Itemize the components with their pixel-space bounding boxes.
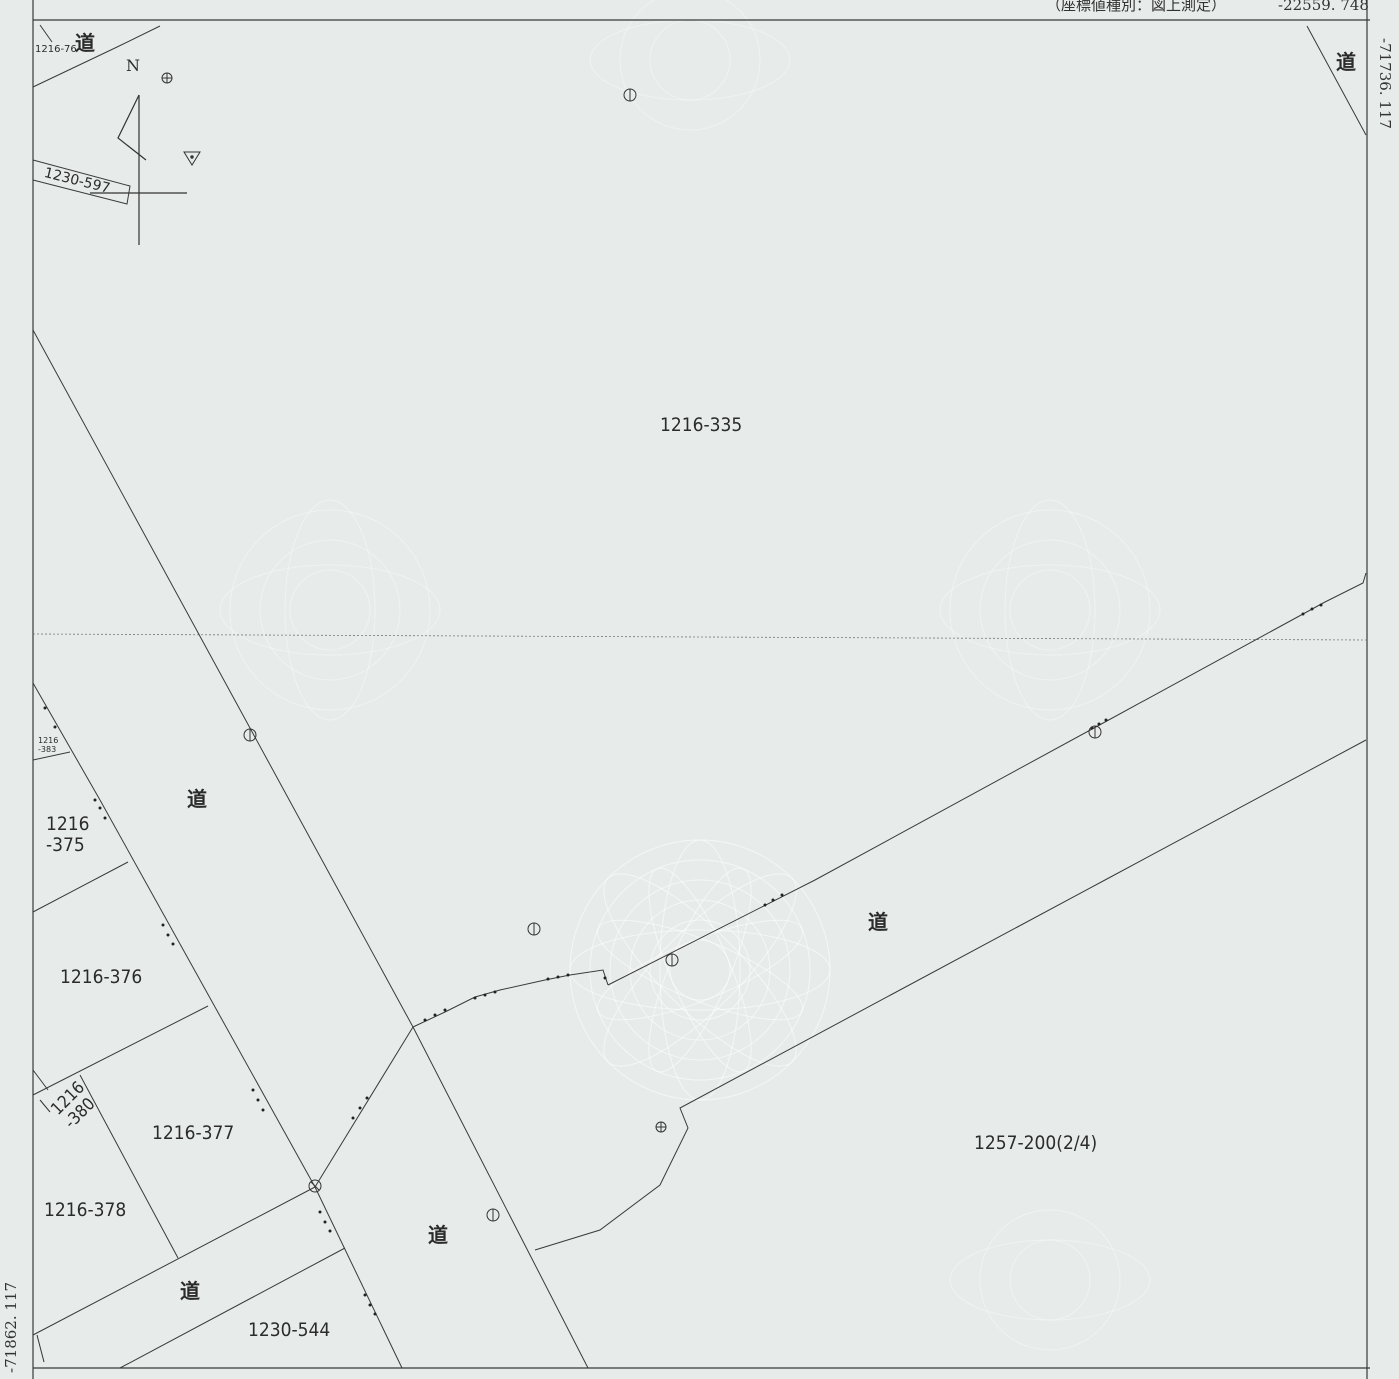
parcel-label-1216-378: 1216-378 <box>44 1199 127 1221</box>
road-label: 道 <box>180 1279 200 1303</box>
road-label: 道 <box>1336 50 1356 74</box>
boundary-points <box>43 603 1323 1316</box>
parcel-boundaries <box>32 24 1367 1369</box>
parcel-label-1216-377: 1216-377 <box>152 1122 235 1144</box>
survey-monuments <box>243 88 1102 1222</box>
leader-arrows <box>36 1099 51 1363</box>
parcel-label-1216-76: 1216-76 <box>35 44 77 55</box>
parcel-label-1216-383: 1216 -383 <box>38 736 59 754</box>
watermark-pattern <box>219 0 1161 1351</box>
north-label: N <box>126 56 140 75</box>
coordinate-left-margin: -71862. 117 <box>2 1282 20 1373</box>
coordinate-top-right: -22559. 748 <box>1278 0 1369 14</box>
reference-points <box>161 72 667 1133</box>
parcel-label-1216-375: 1216 -375 <box>46 813 90 856</box>
parcel-label-1216-376: 1216-376 <box>60 966 143 988</box>
parcel-label-1257-200: 1257-200(2/4) <box>974 1132 1098 1154</box>
coordinate-type-label: （座標値種別：図上測定） <box>1046 0 1227 14</box>
road-label: 道 <box>75 31 95 55</box>
road-label: 道 <box>187 787 207 811</box>
map-frame <box>32 0 1370 1379</box>
parcel-label-1216-335: 1216-335 <box>660 414 743 436</box>
triangulation-point <box>183 151 201 166</box>
road-label: 道 <box>868 910 888 934</box>
sheet-joint-line <box>32 633 1368 641</box>
parcel-label-1230-544: 1230-544 <box>248 1319 331 1341</box>
coordinate-right-margin: -71736. 117 <box>1376 38 1394 129</box>
north-arrow-icon <box>90 94 187 245</box>
road-label: 道 <box>428 1223 448 1247</box>
